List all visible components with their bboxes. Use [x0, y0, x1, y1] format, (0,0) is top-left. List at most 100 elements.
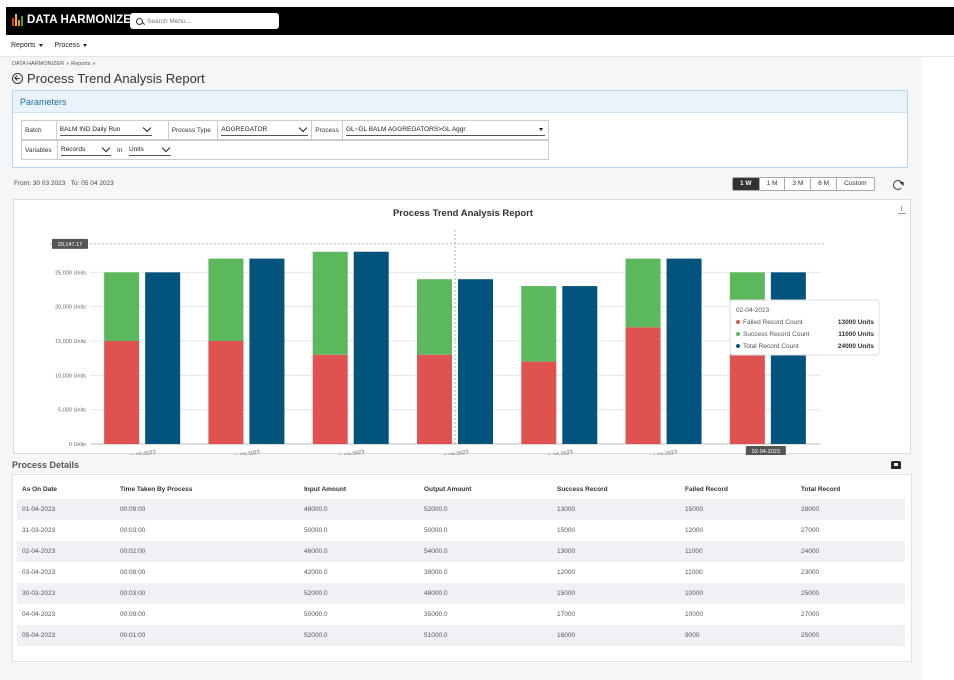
to-date: 05 04 2023	[81, 180, 114, 187]
col-failed-record[interactable]: Failed Record	[685, 485, 728, 493]
right-margin	[922, 57, 954, 680]
bar-total-record	[458, 279, 493, 444]
tooltip-series-name: Success Record Count	[743, 331, 810, 338]
units-select[interactable]: Units	[129, 143, 171, 156]
menu-reports[interactable]: Reports	[11, 42, 43, 49]
x-tick-label: 30-03-2023	[128, 449, 157, 455]
cell-output: 50000.0	[424, 527, 448, 534]
bar-total-record	[249, 258, 285, 444]
back-arrow-icon[interactable]	[12, 73, 23, 84]
tooltip-series-name: Total Record Count	[743, 343, 799, 350]
process-type-select[interactable]: AGGREGATOR	[221, 123, 309, 136]
breadcrumb-reports[interactable]: Reports	[71, 61, 91, 67]
batch-select[interactable]: BALM IND Daily Run	[59, 123, 152, 136]
range-1w-button[interactable]: 1 W	[733, 178, 760, 190]
export-icon[interactable]	[891, 461, 901, 469]
y-tick-label: 0 Units	[69, 442, 86, 448]
x-tick-label: 31-03-2023	[232, 449, 261, 455]
parameters-header: Parameters	[13, 91, 907, 113]
cell-output: 52000.0	[419, 499, 552, 520]
bar-chart-logo-icon	[12, 14, 24, 26]
breadcrumb-root[interactable]: DATA HARMONIZER	[12, 61, 65, 67]
search-menu[interactable]	[130, 13, 279, 29]
bar-success-record	[104, 272, 140, 341]
trend-chart[interactable]: 0 Units 5,000 Units 10,000 Units 15,000 Uni…	[14, 200, 912, 455]
y-tick-label: 10,000 Units	[55, 373, 86, 379]
x-tick-label: 03-04-2023	[545, 449, 574, 455]
table-row[interactable]: 02-04-2023 00:02:00 46000.0 54000.0 1300…	[17, 541, 905, 562]
parameters-row-1: Batch BALM IND Daily Run Process Type AG…	[21, 120, 549, 140]
download-icon[interactable]	[898, 206, 906, 214]
cell-total: 28000	[796, 499, 905, 520]
col-input-amount[interactable]: Input Amount	[304, 485, 346, 493]
table-header-row: As On Date Time Taken By Process Input A…	[17, 479, 905, 499]
variables-select[interactable]: Records	[61, 143, 111, 156]
menu-reports-label: Reports	[11, 42, 36, 49]
table-row[interactable]: 01-04-2023 00:09:00 48000.0 52000.0 1300…	[17, 499, 905, 520]
cell-failed: 11000	[685, 569, 703, 576]
col-success-record[interactable]: Success Record	[557, 485, 608, 493]
process-select[interactable]: GL~GL BALM AGGREGATORS>GL Aggr	[346, 124, 545, 136]
crosshair-x-label: 02-04-2023	[752, 449, 780, 455]
x-tick-label: 04-04-2023	[649, 449, 678, 455]
bar-success-record	[521, 286, 557, 362]
table-row[interactable]: 05-04-2023 00:01:00 52000.0 51000.0 1600…	[17, 625, 905, 646]
search-input[interactable]	[147, 17, 267, 25]
process-value: GL~GL BALM AGGREGATORS>GL Aggr	[346, 126, 466, 133]
col-as-on-date[interactable]: As On Date	[22, 485, 58, 493]
range-6m-button[interactable]: 6 M	[811, 178, 838, 190]
cell-input: 52000.0	[299, 583, 419, 604]
cell-total: 25000	[796, 583, 905, 604]
bar-failed-record	[208, 341, 244, 444]
chart-title: Process Trend Analysis Report	[392, 208, 534, 219]
y-tick-label: 25,000 Units	[55, 270, 86, 276]
cell-output: 38000.0	[424, 569, 448, 576]
cell-total: 25000	[796, 625, 905, 646]
cell-time: 00:03:00	[115, 583, 299, 604]
variables-value: Records	[61, 146, 86, 153]
process-details-panel: As On Date Time Taken By Process Input A…	[12, 474, 912, 662]
cell-success: 13000	[552, 541, 680, 562]
cell-time: 00:03:00	[120, 527, 146, 534]
range-1m-button[interactable]: 1 M	[760, 178, 786, 190]
range-3m-button[interactable]: 3 M	[785, 178, 812, 190]
cell-total: 23000	[801, 569, 820, 576]
col-output-amount[interactable]: Output Amount	[424, 485, 472, 493]
caret-down-icon	[82, 44, 87, 47]
table-row[interactable]: 04-04-2023 00:09:00 50000.0 35000.0 1700…	[17, 604, 905, 625]
process-label: Process	[312, 121, 343, 139]
cell-input: 50000.0	[304, 527, 328, 534]
cell-output: 51000.0	[419, 625, 552, 646]
refresh-icon[interactable]	[893, 180, 903, 190]
tooltip-dot	[736, 344, 740, 348]
app-logo[interactable]: DATA HARMONIZER	[12, 14, 139, 26]
y-tick-label: 20,000 Units	[55, 305, 86, 311]
range-custom-button[interactable]: Custom	[844, 180, 867, 187]
menu-process[interactable]: Process	[55, 42, 87, 49]
table-row[interactable]: 31-03-2023 00:03:00 50000.0 50000.0 1500…	[17, 520, 905, 541]
cell-failed: 10000	[680, 583, 796, 604]
process-details-table: As On Date Time Taken By Process Input A…	[17, 479, 905, 646]
caret-down-icon	[539, 128, 543, 131]
tooltip-dot	[736, 320, 740, 324]
cell-failed: 12000	[685, 527, 704, 534]
tooltip-series-value: 11000 Units	[838, 331, 874, 338]
from-label: From:	[14, 180, 31, 187]
date-range-text: From: 30 03 2023 To: 05 04 2023	[14, 180, 114, 187]
bar-failed-record	[625, 327, 661, 444]
batch-label: Batch	[22, 121, 57, 139]
crosshair-y-label: 29,147.17	[58, 242, 82, 248]
table-row[interactable]: 30-03-2023 00:03:00 52000.0 48000.0 1500…	[17, 583, 905, 604]
top-bar: DATA HARMONIZER	[0, 0, 954, 35]
cell-time: 00:01:00	[115, 625, 299, 646]
cell-success: 15000	[557, 527, 576, 534]
tooltip-date: 02-04-2023	[736, 307, 770, 314]
batch-select-value: BALM IND Daily Run	[59, 126, 121, 133]
table-row[interactable]: 03-04-2023 00:08:00 42000.0 38000.0 1200…	[17, 562, 905, 583]
col-time-taken[interactable]: Time Taken By Process	[120, 485, 193, 493]
cell-date: 04-04-2023	[22, 611, 56, 618]
col-total-record[interactable]: Total Record	[801, 485, 841, 493]
units-value: Units	[129, 146, 144, 153]
parameters-panel: Parameters Batch BALM IND Daily Run Proc…	[12, 90, 908, 168]
range-button-group: 1 W 1 M 3 M 6 M Custom	[732, 177, 875, 191]
